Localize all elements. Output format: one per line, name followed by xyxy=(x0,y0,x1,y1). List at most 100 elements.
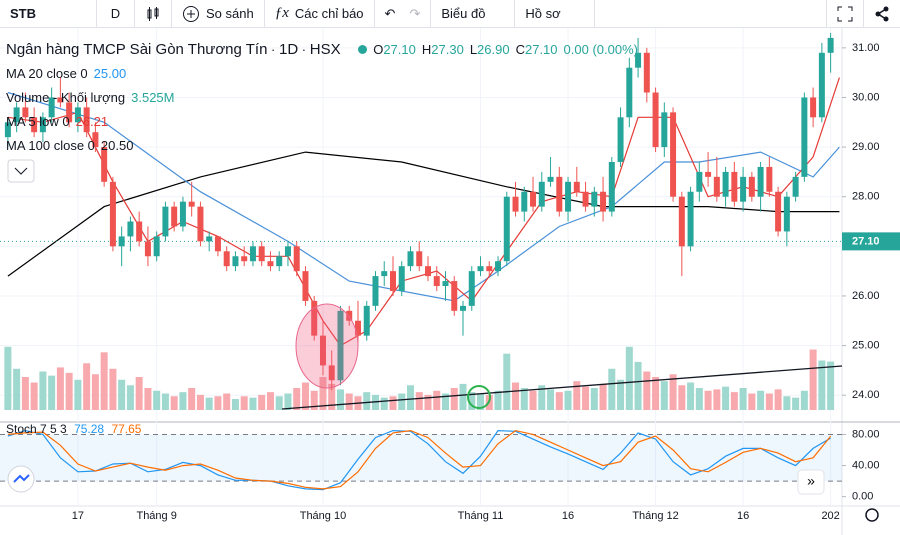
volume-bar xyxy=(345,393,353,410)
volume-bar xyxy=(818,360,826,410)
settings-icon[interactable] xyxy=(865,508,879,522)
indicator-value: 3.525M xyxy=(131,90,175,105)
candle-body xyxy=(661,112,668,148)
ohlc-key: C xyxy=(515,42,525,57)
candle-body xyxy=(617,117,624,162)
volume-bar xyxy=(459,383,467,410)
name: Ngân hàng TMCP Sài Gòn Thương Tín xyxy=(6,41,268,58)
volume-bar xyxy=(126,385,134,410)
volume-bar xyxy=(266,392,274,410)
volume-bar xyxy=(442,393,450,410)
volume-bar xyxy=(39,371,47,410)
last-price-label: 27.10 xyxy=(852,235,880,247)
undo-redo[interactable]: ↶ ↷ xyxy=(375,0,432,28)
candle-body xyxy=(241,256,248,262)
share[interactable] xyxy=(864,0,900,28)
chart-style[interactable] xyxy=(135,0,172,28)
indicator-value: 25.00 xyxy=(93,66,127,81)
indicator-row: MA 100 close 0 20.50 xyxy=(6,134,638,158)
candle-body xyxy=(591,191,598,207)
volume-bar xyxy=(56,367,64,410)
legend-title-row: Ngân hàng TMCP Sài Gòn Thương Tín · 1D ·… xyxy=(6,41,638,58)
candle-body xyxy=(468,271,475,306)
logo-icon xyxy=(13,474,30,483)
highlight-ellipse xyxy=(295,303,359,389)
volume-bar xyxy=(48,375,56,410)
volume-bar xyxy=(792,397,800,410)
volume-bar xyxy=(547,389,555,410)
volume-bar xyxy=(608,368,616,410)
icon: ƒx xyxy=(274,5,289,21)
fullscreen[interactable] xyxy=(826,0,864,28)
x-tick-label: Tháng 10 xyxy=(300,510,346,522)
candle-body xyxy=(57,97,64,103)
indicator-row: Volume - Khối lượng 3.525M xyxy=(6,86,638,110)
volume-bar xyxy=(652,377,660,410)
volume-bar xyxy=(205,397,213,410)
indicator-row: MA 20 close 0 25.00 xyxy=(6,62,638,86)
volume-bar xyxy=(74,379,82,410)
candle-body xyxy=(608,161,615,212)
candle-body xyxy=(223,251,230,267)
candle-body xyxy=(197,206,204,242)
volume-bar xyxy=(310,390,318,410)
candle-body xyxy=(495,261,502,272)
stoch-legend: Stoch 7 5 3 75.28 77.65 xyxy=(6,422,141,436)
candle-body xyxy=(267,261,274,267)
volume-bar xyxy=(196,394,204,410)
ohlc-key: H xyxy=(421,42,432,57)
volume-bar xyxy=(669,374,677,410)
candle-body xyxy=(731,171,738,202)
volume-bar xyxy=(118,379,126,410)
candle-body xyxy=(425,266,432,277)
candle-body xyxy=(302,271,309,301)
volume-bar xyxy=(13,368,21,410)
scroll-button[interactable] xyxy=(797,469,825,495)
status-dot xyxy=(358,45,368,54)
icon xyxy=(183,5,199,22)
indicators[interactable]: ƒx Các chỉ báo xyxy=(265,0,375,28)
y-tick-label: 28.00 xyxy=(852,191,880,203)
profile[interactable]: Hồ sơ xyxy=(515,0,596,28)
stoch-tick-label: 80.00 xyxy=(852,428,880,440)
x-tick-label: 202 xyxy=(821,510,839,522)
volume-bar xyxy=(477,393,485,410)
candle-body xyxy=(311,300,318,336)
candle-body xyxy=(713,176,720,197)
candle-body xyxy=(276,256,283,267)
collapse-button[interactable] xyxy=(7,159,35,183)
ohlc-value: 27.30 xyxy=(431,42,464,57)
compare[interactable]: So sánh xyxy=(172,0,265,28)
candle-body xyxy=(118,236,125,247)
ma-line xyxy=(7,151,840,277)
ohlc-value: 27.10 xyxy=(383,42,416,57)
chart-type[interactable]: Biểu đồ xyxy=(431,0,516,28)
candle-body xyxy=(66,102,73,123)
candle-body xyxy=(573,181,580,192)
candle-body xyxy=(810,97,817,118)
candle-body xyxy=(486,266,493,272)
volume-bar xyxy=(328,383,336,410)
ohlc-value: 27.10 xyxy=(524,42,558,57)
volume-bar xyxy=(599,383,607,410)
volume-bar xyxy=(433,390,441,410)
stoch-band xyxy=(0,434,842,482)
candle-body xyxy=(503,196,510,262)
symbol[interactable]: STB xyxy=(0,0,97,28)
candle-body xyxy=(206,236,213,242)
volume-bar xyxy=(450,388,458,410)
candle-body xyxy=(4,122,11,138)
interval[interactable]: D xyxy=(97,0,135,28)
volume-bar xyxy=(153,390,161,410)
x-tick-label: 17 xyxy=(72,510,84,522)
volume-bar xyxy=(91,374,99,410)
stoch-tick-label: 0.00 xyxy=(852,491,873,503)
candle-body xyxy=(136,221,143,242)
volume-bar xyxy=(258,394,266,410)
candle-body xyxy=(565,181,572,212)
volume-bar xyxy=(529,390,537,410)
volume-bar xyxy=(730,392,738,410)
logo[interactable] xyxy=(7,465,35,493)
volume-bar xyxy=(617,379,625,410)
candle-body xyxy=(766,166,773,192)
